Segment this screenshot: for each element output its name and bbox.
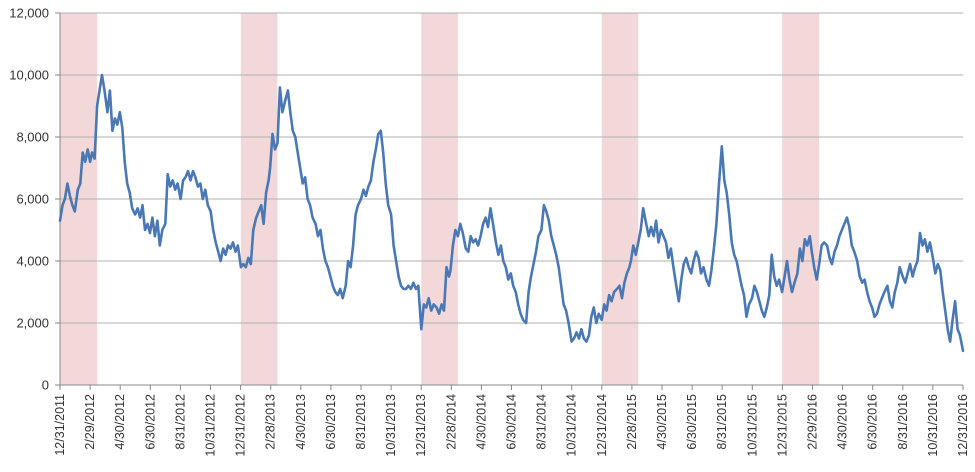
y-tick-label: 8,000 [16, 130, 49, 145]
x-tick-label: 4/30/2016 [836, 394, 850, 450]
x-tick-label: 10/31/2016 [926, 394, 940, 457]
x-tick-label: 6/30/2016 [866, 394, 880, 450]
x-tick-label: 10/31/2015 [745, 394, 759, 457]
x-tick-label: 12/31/2012 [234, 394, 248, 457]
x-tick-label: 8/31/2012 [173, 394, 187, 450]
x-tick-label: 12/31/2011 [53, 394, 67, 456]
y-axis-ticks: 0 2,000 4,000 6,000 8,000 10,000 12,000 [9, 6, 60, 393]
x-tick-label: 2/28/2013 [264, 394, 278, 450]
y-tick-label: 12,000 [9, 6, 49, 21]
series-line [58, 73, 965, 353]
x-tick-label: 8/31/2016 [896, 394, 910, 450]
x-tick-label: 4/30/2014 [474, 394, 488, 450]
x-tick-label: 10/31/2014 [565, 394, 579, 457]
x-tick-label: 10/31/2012 [204, 394, 218, 457]
x-tick-label: 12/31/2015 [775, 394, 789, 457]
x-tick-label: 4/30/2015 [655, 394, 669, 450]
x-tick-label: 6/30/2014 [505, 394, 519, 450]
x-tick-label: 4/30/2012 [113, 394, 127, 450]
x-tick-label: 6/30/2013 [324, 394, 338, 450]
x-tick-label: 12/31/2014 [595, 394, 609, 457]
x-tick-label: 4/30/2013 [294, 394, 308, 450]
x-tick-label: 12/31/2013 [414, 394, 428, 457]
x-tick-label: 6/30/2012 [143, 394, 157, 450]
x-tick-label: 6/30/2015 [685, 394, 699, 450]
y-tick-label: 2,000 [16, 316, 49, 331]
x-axis-ticks: 12/31/2011 2/29/2012 4/30/2012 6/30/2012 8/3… [53, 385, 970, 457]
x-tick-label: 8/31/2013 [354, 394, 368, 450]
x-tick-label: 8/31/2015 [715, 394, 729, 450]
x-tick-label: 2/28/2014 [444, 394, 458, 450]
x-tick-label: 12/31/2016 [956, 394, 970, 457]
y-tick-label: 10,000 [9, 68, 49, 83]
x-tick-label: 2/28/2015 [625, 394, 639, 450]
y-tick-label: 4,000 [16, 254, 49, 269]
x-tick-label: 2/29/2012 [83, 394, 97, 450]
gridlines [60, 12, 963, 324]
y-tick-label: 6,000 [16, 192, 49, 207]
series-group [58, 73, 965, 353]
x-tick-label: 2/29/2016 [806, 394, 820, 450]
y-tick-label: 0 [42, 378, 49, 393]
x-tick-label: 10/31/2013 [384, 394, 398, 457]
x-tick-label: 8/31/2014 [535, 394, 549, 450]
